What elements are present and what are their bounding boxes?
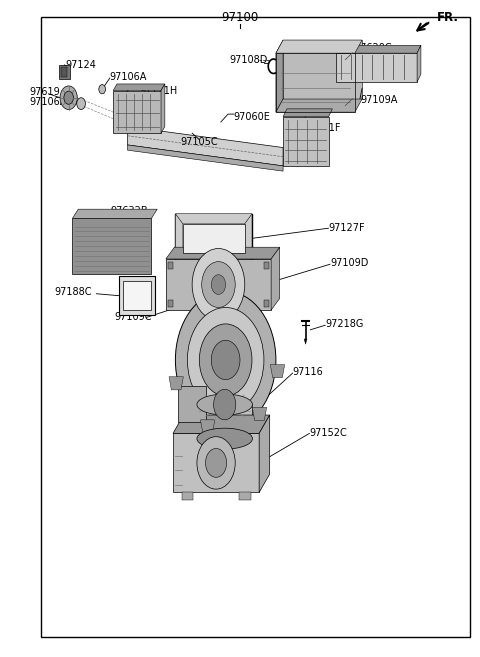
Text: 97619: 97619 [29,87,60,97]
Polygon shape [336,53,417,82]
Polygon shape [72,209,157,218]
Circle shape [187,307,264,413]
Ellipse shape [197,394,252,415]
Circle shape [205,449,227,478]
Polygon shape [417,22,429,32]
Polygon shape [417,45,421,82]
Polygon shape [201,420,215,433]
Polygon shape [123,281,152,310]
Circle shape [60,86,77,110]
Polygon shape [166,259,271,310]
Bar [168,262,173,269]
Polygon shape [283,40,362,99]
Polygon shape [113,91,161,133]
Polygon shape [173,415,270,434]
Polygon shape [169,376,183,390]
Polygon shape [271,247,280,310]
Bar [264,262,269,269]
Text: 97106A: 97106A [29,97,67,107]
Text: 97100: 97100 [221,11,259,24]
Text: 97109A: 97109A [360,95,398,105]
Polygon shape [239,492,251,500]
Polygon shape [276,99,362,112]
Polygon shape [181,492,193,500]
Polygon shape [175,214,182,263]
Text: 97121F: 97121F [305,123,341,133]
Polygon shape [120,276,156,315]
Text: 97109D: 97109D [330,258,368,268]
Bar [41,17,470,637]
Polygon shape [197,405,252,439]
Polygon shape [276,40,362,53]
Polygon shape [59,65,70,79]
Circle shape [77,98,85,110]
Bar [168,300,173,307]
Text: 97116: 97116 [293,367,324,377]
Polygon shape [283,117,328,166]
Polygon shape [178,386,206,422]
Circle shape [64,91,73,104]
Polygon shape [182,223,245,253]
Polygon shape [283,109,332,117]
Text: 97105C: 97105C [180,137,218,147]
Polygon shape [72,218,152,274]
Polygon shape [128,127,283,166]
Polygon shape [270,365,285,378]
Polygon shape [276,40,283,112]
Text: 97121H: 97121H [140,86,178,96]
Polygon shape [304,339,307,344]
Circle shape [175,291,276,429]
Polygon shape [173,434,259,492]
Circle shape [211,275,226,294]
Circle shape [211,340,240,380]
Polygon shape [128,145,283,171]
Circle shape [99,85,106,94]
Ellipse shape [197,428,252,449]
Polygon shape [161,84,165,133]
Polygon shape [252,407,267,420]
Polygon shape [259,415,270,492]
Text: 97620C: 97620C [355,43,393,53]
Text: 97108D: 97108D [229,55,267,65]
Text: 97188C: 97188C [55,288,92,298]
Polygon shape [113,84,165,91]
Polygon shape [336,45,421,53]
Text: 97632B: 97632B [111,206,148,216]
Polygon shape [175,253,252,263]
Text: 97060E: 97060E [234,112,271,122]
Text: 97124: 97124 [65,60,96,70]
Circle shape [197,437,235,489]
Polygon shape [245,214,252,263]
Circle shape [214,390,236,420]
Text: FR.: FR. [437,11,459,24]
Text: 97127F: 97127F [328,223,365,233]
Polygon shape [61,67,67,78]
Text: 97109C: 97109C [115,312,152,323]
Polygon shape [166,247,280,259]
Circle shape [192,248,245,321]
Polygon shape [175,214,252,223]
Text: 97218G: 97218G [325,319,363,329]
Circle shape [202,261,235,307]
Text: 97152C: 97152C [310,428,347,438]
Bar [264,300,269,307]
Text: 97106A: 97106A [110,72,147,82]
Circle shape [199,324,252,396]
